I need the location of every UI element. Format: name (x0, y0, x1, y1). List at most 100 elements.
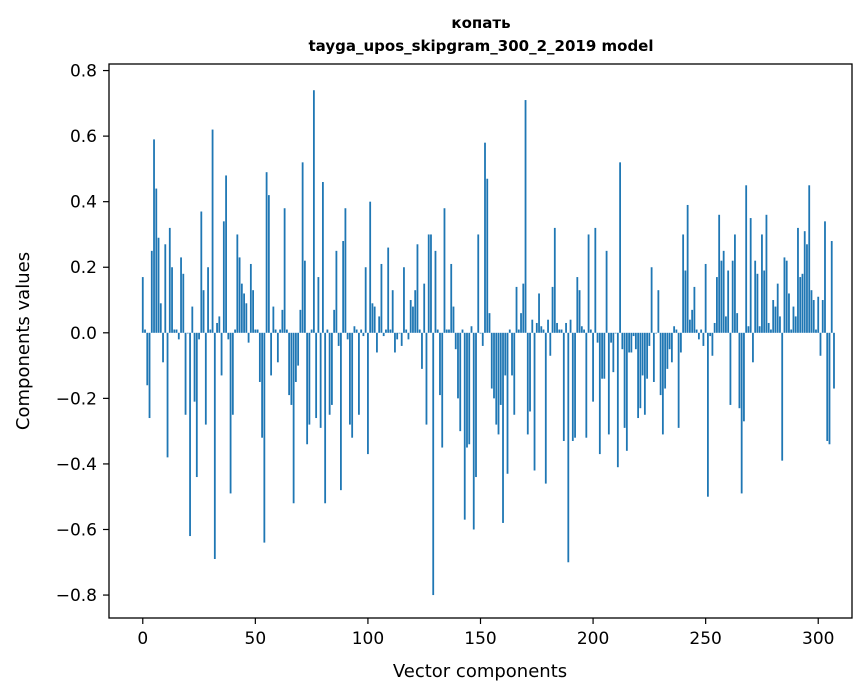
bar (425, 332, 428, 425)
bar (243, 293, 245, 333)
bar (490, 332, 493, 389)
bar (806, 244, 808, 333)
bar (335, 250, 338, 333)
bar (774, 306, 777, 333)
bar (688, 319, 691, 333)
bar (634, 332, 637, 350)
bar (405, 329, 408, 333)
y-tick-label: 0.8 (70, 62, 97, 82)
bar (270, 332, 273, 376)
bar (162, 332, 164, 363)
bar (803, 231, 806, 333)
bar (679, 332, 682, 353)
bar (776, 283, 779, 333)
bar (249, 263, 252, 333)
bar (236, 234, 239, 333)
bar (463, 332, 466, 520)
y-tick-label: −0.8 (56, 586, 97, 606)
bar (144, 329, 146, 333)
bar (312, 90, 315, 333)
bar (276, 332, 279, 363)
bar (207, 267, 209, 333)
bar (148, 332, 151, 419)
bar (299, 309, 302, 333)
bar (817, 296, 820, 333)
bar (342, 241, 345, 333)
bar (770, 329, 772, 333)
bar (529, 332, 531, 412)
bar (574, 332, 576, 438)
bar (488, 313, 491, 333)
bar (400, 332, 403, 346)
bar (256, 329, 259, 333)
bar (373, 306, 376, 333)
bar (184, 332, 187, 415)
bar (416, 244, 419, 333)
chart-title-line2: tayga_upos_skipgram_300_2_2019 model (309, 37, 654, 55)
bar (560, 329, 563, 333)
bar (702, 332, 705, 346)
bar (502, 332, 504, 523)
bar (761, 234, 763, 333)
bar (407, 332, 410, 340)
bar (535, 322, 538, 333)
bar (209, 329, 212, 333)
bar (668, 332, 671, 350)
bar (193, 332, 196, 402)
bar (578, 290, 581, 333)
bar (697, 332, 700, 340)
bar (394, 332, 396, 353)
bar (576, 277, 579, 333)
bar (454, 332, 457, 350)
bar (204, 332, 207, 425)
bar (610, 332, 612, 343)
bar (351, 332, 354, 438)
bar (288, 332, 291, 396)
bar (457, 332, 459, 399)
bar (177, 332, 180, 340)
bar (542, 329, 545, 333)
bar (515, 286, 518, 333)
bar (290, 332, 293, 405)
bar (367, 332, 369, 455)
bar (324, 332, 327, 504)
bar (225, 175, 227, 333)
bar (306, 332, 309, 445)
bar (371, 303, 374, 333)
bar (713, 322, 716, 333)
bar (245, 303, 248, 333)
bar (641, 332, 644, 376)
bar (589, 329, 592, 333)
bar (553, 227, 556, 333)
bar (779, 316, 781, 333)
bar (686, 204, 689, 333)
bar (164, 244, 167, 333)
bar (308, 332, 311, 425)
bar (285, 329, 288, 333)
bar (772, 300, 775, 333)
y-axis-label: Components values (13, 252, 34, 430)
bar (763, 270, 766, 333)
bar (409, 300, 412, 333)
bar (684, 270, 687, 333)
bar (655, 332, 658, 334)
bar (709, 332, 712, 337)
bar (378, 316, 381, 333)
bar (648, 332, 651, 346)
bar (430, 234, 432, 333)
chart-title: копать tayga_upos_skipgram_300_2_2019 mo… (309, 14, 654, 55)
bar (240, 283, 243, 333)
bar (274, 329, 277, 333)
y-tick-label: 0.6 (70, 127, 97, 147)
bar (218, 316, 221, 333)
bar (423, 283, 426, 333)
y-tick-label: −0.2 (56, 389, 97, 409)
bar (484, 142, 486, 333)
bar (517, 329, 520, 333)
bar (821, 300, 824, 333)
bar (376, 332, 378, 353)
bar (524, 100, 527, 333)
bar (623, 332, 626, 428)
bar (756, 273, 759, 333)
bar (283, 208, 286, 333)
